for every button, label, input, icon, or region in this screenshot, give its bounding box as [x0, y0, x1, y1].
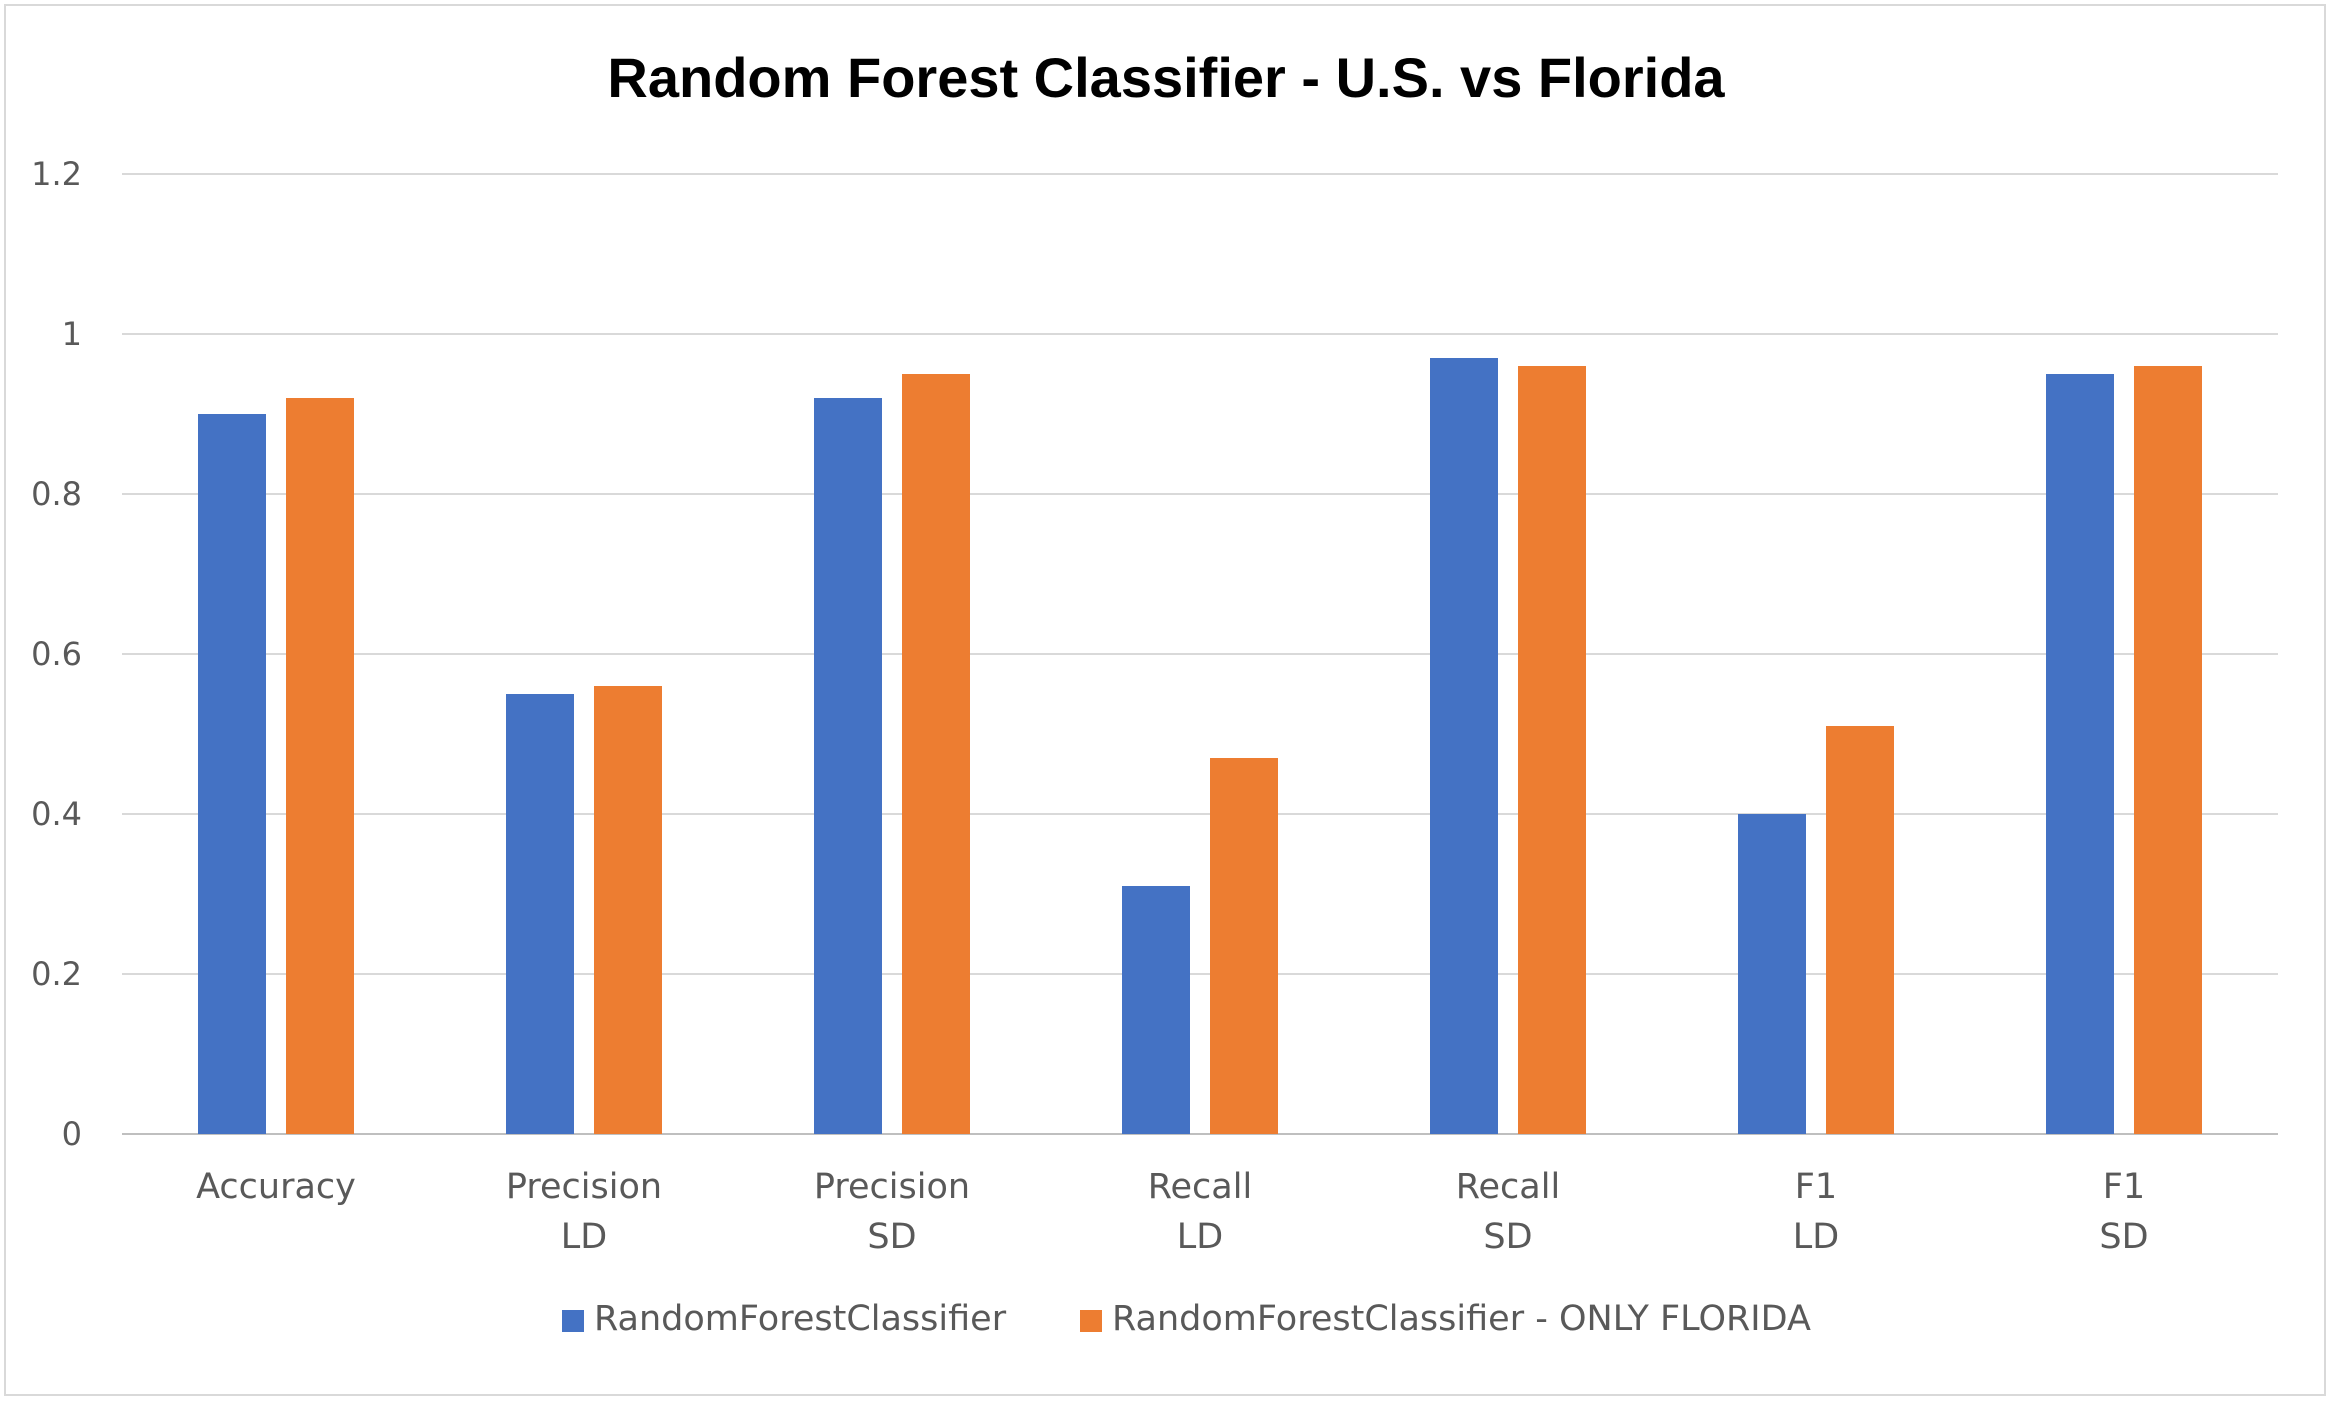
chart-title: Random Forest Classifier - U.S. vs Flori… — [607, 46, 1725, 109]
y-tick-label: 0.6 — [31, 635, 82, 673]
gridlines — [122, 173, 2278, 1135]
y-tick-label: 0.2 — [31, 955, 82, 993]
y-axis: 0 0.2 0.4 0.6 0.8 1 1.2 — [31, 155, 82, 1153]
bar-florida — [902, 374, 970, 1134]
x-tick-label: Precision LD — [506, 1167, 662, 1257]
bar-florida — [594, 686, 662, 1134]
bar-florida — [1826, 726, 1894, 1134]
bar-us — [1122, 886, 1190, 1134]
legend: RandomForestClassifier RandomForestClassi… — [562, 1299, 1811, 1339]
bar-us — [198, 414, 266, 1134]
bar-florida — [286, 398, 354, 1134]
x-tick-label: F1 LD — [1793, 1167, 1839, 1257]
y-tick-label: 0.4 — [31, 795, 82, 833]
bars — [198, 358, 2202, 1134]
y-tick-label: 0.8 — [31, 475, 82, 513]
chart-frame — [4, 4, 2326, 1396]
x-tick-label: F1 SD — [2099, 1167, 2148, 1257]
x-axis: Accuracy Precision LD Precision SD Recall LD Re… — [196, 1167, 2148, 1257]
bar-us — [1430, 358, 1498, 1134]
legend-label: RandomForestClassifier - ONLY FLORIDA — [1112, 1299, 1811, 1339]
legend-label: RandomForestClassifier — [594, 1299, 1007, 1339]
x-tick-label: Recall SD — [1456, 1167, 1560, 1257]
legend-swatch — [1080, 1310, 1102, 1332]
bar-florida — [2134, 366, 2202, 1134]
x-tick-label: Recall LD — [1148, 1167, 1252, 1257]
x-tick-label: Precision SD — [814, 1167, 970, 1257]
x-tick-label: Accuracy — [196, 1167, 356, 1207]
legend-swatch — [562, 1310, 584, 1332]
bar-us — [506, 694, 574, 1134]
y-tick-label: 1.2 — [31, 155, 82, 193]
bar-florida — [1210, 758, 1278, 1134]
bar-us — [814, 398, 882, 1134]
bar-florida — [1518, 366, 1586, 1134]
bar-us — [2046, 374, 2114, 1134]
y-tick-label: 1 — [62, 315, 82, 353]
bar-us — [1738, 814, 1806, 1134]
y-tick-label: 0 — [62, 1115, 82, 1153]
